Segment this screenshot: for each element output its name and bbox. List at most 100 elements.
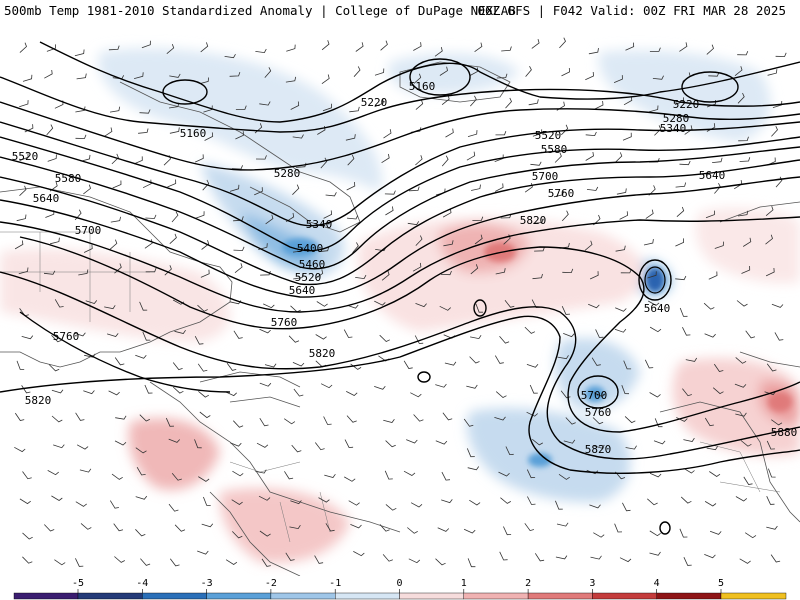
wind-barb — [315, 334, 327, 340]
wind-barb — [201, 523, 214, 528]
wind-barb — [557, 355, 569, 360]
wind-barb — [624, 416, 636, 424]
contour-label: 5580 — [541, 143, 568, 156]
wind-barb — [112, 180, 122, 189]
wind-barb — [615, 245, 626, 252]
colorbar-tick-label: 4 — [654, 578, 660, 589]
wind-barb — [739, 558, 751, 564]
wind-barb — [108, 45, 120, 51]
wind-barb — [768, 468, 776, 478]
wind-barb — [283, 418, 296, 425]
wind-barb — [135, 495, 148, 500]
wind-barb — [652, 75, 664, 80]
wind-barb — [498, 471, 510, 477]
wind-barb — [415, 99, 424, 110]
wind-barb — [775, 52, 787, 57]
wind-barb — [589, 271, 599, 280]
wind-barb — [352, 242, 359, 254]
wind-barb — [203, 496, 211, 506]
wind-barb — [385, 206, 394, 216]
wind-barb — [744, 532, 757, 539]
wind-barb — [706, 44, 714, 55]
wind-barb — [133, 156, 143, 165]
wind-barb — [708, 271, 718, 280]
wind-barb — [463, 418, 474, 427]
wind-barb — [44, 69, 53, 79]
colorbar-tick-label: -1 — [329, 578, 341, 589]
wind-barb — [615, 471, 626, 480]
wind-barb — [199, 411, 211, 419]
wind-barb — [403, 470, 416, 476]
wind-barb — [679, 528, 688, 538]
wind-barb — [683, 437, 695, 442]
wind-barb — [235, 131, 244, 140]
wind-barb — [383, 419, 395, 423]
wind-barb — [83, 244, 93, 253]
wind-barb — [560, 390, 571, 399]
colorbar-tick-label: 3 — [589, 578, 595, 589]
wind-barb — [712, 157, 723, 163]
wind-barb — [115, 415, 127, 420]
wind-barb — [142, 331, 151, 341]
wind-barb — [51, 335, 62, 343]
wind-barb — [111, 153, 119, 165]
wind-barb — [407, 527, 418, 534]
wind-barb — [439, 66, 448, 76]
wind-barb — [683, 467, 695, 474]
wind-barb — [109, 500, 119, 509]
wind-barb — [379, 524, 390, 532]
wind-barb — [767, 69, 778, 76]
wind-barb — [414, 335, 424, 344]
wind-barb — [444, 361, 457, 366]
contour-label: 5700 — [75, 224, 102, 237]
wind-barb — [233, 330, 243, 339]
wind-barb — [415, 303, 427, 308]
wind-barb — [441, 499, 453, 504]
wind-barb — [561, 306, 571, 315]
wind-barb — [344, 439, 354, 449]
wind-barb — [527, 496, 536, 505]
contour-label: 5460 — [299, 258, 326, 271]
wind-barb — [198, 476, 210, 482]
wind-barb — [19, 100, 29, 108]
wind-barb — [255, 155, 267, 160]
wind-barb — [441, 155, 449, 167]
wind-barb — [737, 51, 749, 56]
wind-barb — [136, 467, 146, 476]
colorbar-tick-label: 2 — [525, 578, 531, 589]
wind-barb — [625, 42, 635, 51]
wind-barb — [142, 179, 152, 189]
wind-barb — [323, 416, 332, 425]
colorbar-tick-label: 5 — [718, 578, 724, 589]
wind-barb — [260, 270, 271, 276]
wind-barb — [441, 95, 450, 106]
colorbar-swatches — [13, 592, 787, 600]
wind-barb — [226, 362, 237, 371]
wind-barb — [293, 388, 304, 397]
wind-barb — [169, 558, 180, 567]
wind-barb — [290, 305, 301, 313]
wind-barb — [133, 72, 144, 79]
wind-barb — [233, 420, 244, 428]
wind-barb — [408, 558, 421, 564]
wind-barb — [505, 97, 512, 109]
wind-barb — [346, 215, 359, 220]
wind-barb — [76, 444, 89, 450]
wind-barb — [292, 184, 300, 195]
wind-barb — [619, 211, 629, 220]
wind-barb — [679, 42, 688, 52]
wind-barb — [74, 332, 86, 337]
wind-barb — [22, 556, 33, 564]
colorbar-swatch — [656, 592, 722, 600]
wind-barb — [625, 445, 637, 450]
wind-barb — [51, 389, 64, 394]
wind-barb — [104, 305, 116, 310]
wind-barb — [709, 471, 721, 477]
contour-label: 5160 — [409, 80, 436, 93]
wind-barb — [343, 329, 353, 338]
wind-barb — [441, 471, 451, 481]
wind-barb — [524, 182, 533, 193]
wind-barb — [47, 470, 59, 476]
wind-barb — [614, 523, 623, 533]
